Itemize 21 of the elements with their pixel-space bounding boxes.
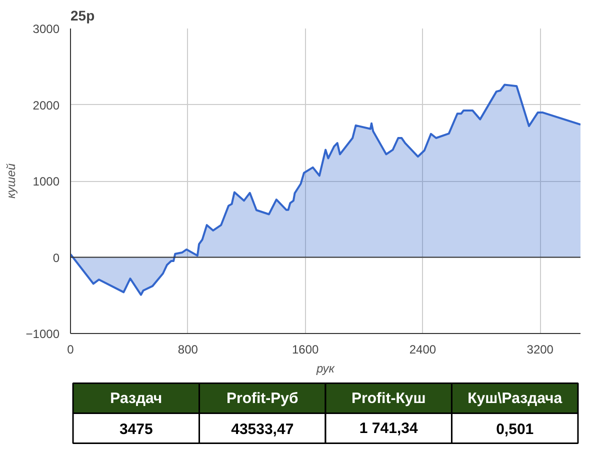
y-axis-title: кушей bbox=[4, 163, 18, 198]
x-tick-label: 2400 bbox=[409, 342, 436, 356]
y-tick-label: 3000 bbox=[32, 22, 60, 36]
chart-title: 25р bbox=[70, 8, 95, 24]
category-label: Раздач bbox=[110, 390, 162, 407]
x-tick-label: 800 bbox=[178, 342, 198, 356]
text: 1 741,34 bbox=[359, 420, 418, 437]
y-tick-label: 0 bbox=[52, 250, 60, 265]
category-label: Profit-Куш bbox=[352, 390, 426, 407]
y-tick-label: −1000 bbox=[26, 327, 60, 341]
text: 43533,47 bbox=[231, 420, 294, 438]
text: 0,501 bbox=[496, 420, 534, 438]
y-tick-label: 2000 bbox=[32, 98, 60, 112]
y-tick-label: 1000 bbox=[32, 174, 60, 188]
category-label: Profit-Руб bbox=[226, 390, 298, 407]
category-label: Куш\Раздача bbox=[468, 390, 563, 407]
x-tick-label: 1600 bbox=[292, 342, 319, 356]
x-tick-label: 0 bbox=[67, 342, 74, 356]
x-tick-label: 3200 bbox=[526, 342, 554, 356]
x-axis-title: рук bbox=[316, 362, 336, 376]
text: 3475 bbox=[119, 420, 153, 438]
